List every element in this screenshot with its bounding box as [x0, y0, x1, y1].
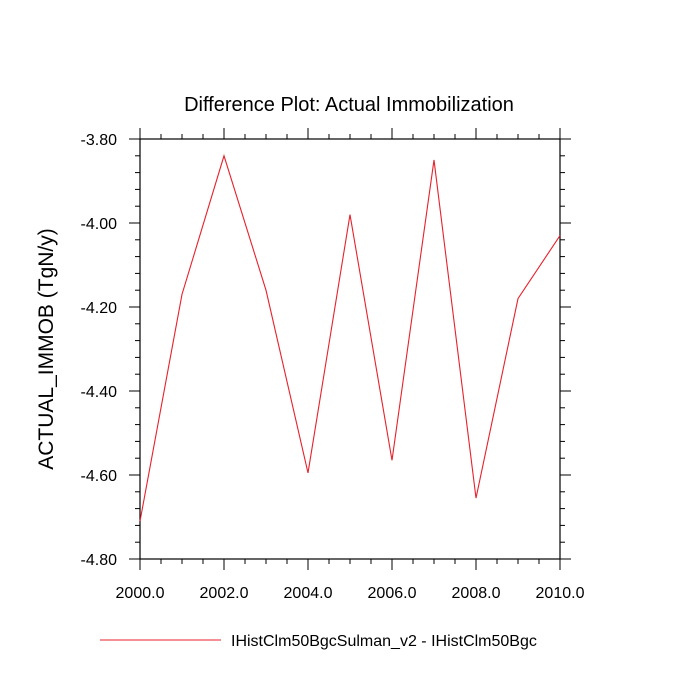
y-tick-label: -4.00	[81, 216, 118, 233]
y-tick-label: -4.80	[81, 552, 118, 569]
x-tick-label: 2008.0	[452, 585, 501, 602]
y-tick-label: -4.60	[81, 468, 118, 485]
y-tick-label: -4.20	[81, 300, 118, 317]
x-tick-label: 2002.0	[200, 585, 249, 602]
x-tick-label: 2010.0	[536, 585, 585, 602]
y-axis-label: ACTUAL_IMMOB (TgN/y)	[35, 228, 58, 470]
series-line	[139, 153, 561, 522]
legend-label: IHistClm50BgcSulman_v2 - IHistClm50Bgc	[231, 633, 537, 650]
x-ticks: 2000.0 2002.0 2004.0 2006.0 2008.0 2010.0	[116, 128, 585, 602]
x-tick-label: 2006.0	[368, 585, 417, 602]
series-group	[139, 153, 561, 522]
legend: IHistClm50BgcSulman_v2 - IHistClm50Bgc	[100, 633, 537, 650]
chart-title: Difference Plot: Actual Immobilization	[184, 94, 514, 116]
x-tick-label: 2000.0	[116, 585, 165, 602]
y-ticks: -3.80 -4.00 -4.20 -4.40 -4.60 -4.80	[81, 132, 571, 569]
plot-frame	[139, 138, 561, 560]
x-tick-label: 2004.0	[284, 585, 333, 602]
y-tick-label: -4.40	[81, 384, 118, 401]
y-tick-label: -3.80	[81, 132, 118, 149]
